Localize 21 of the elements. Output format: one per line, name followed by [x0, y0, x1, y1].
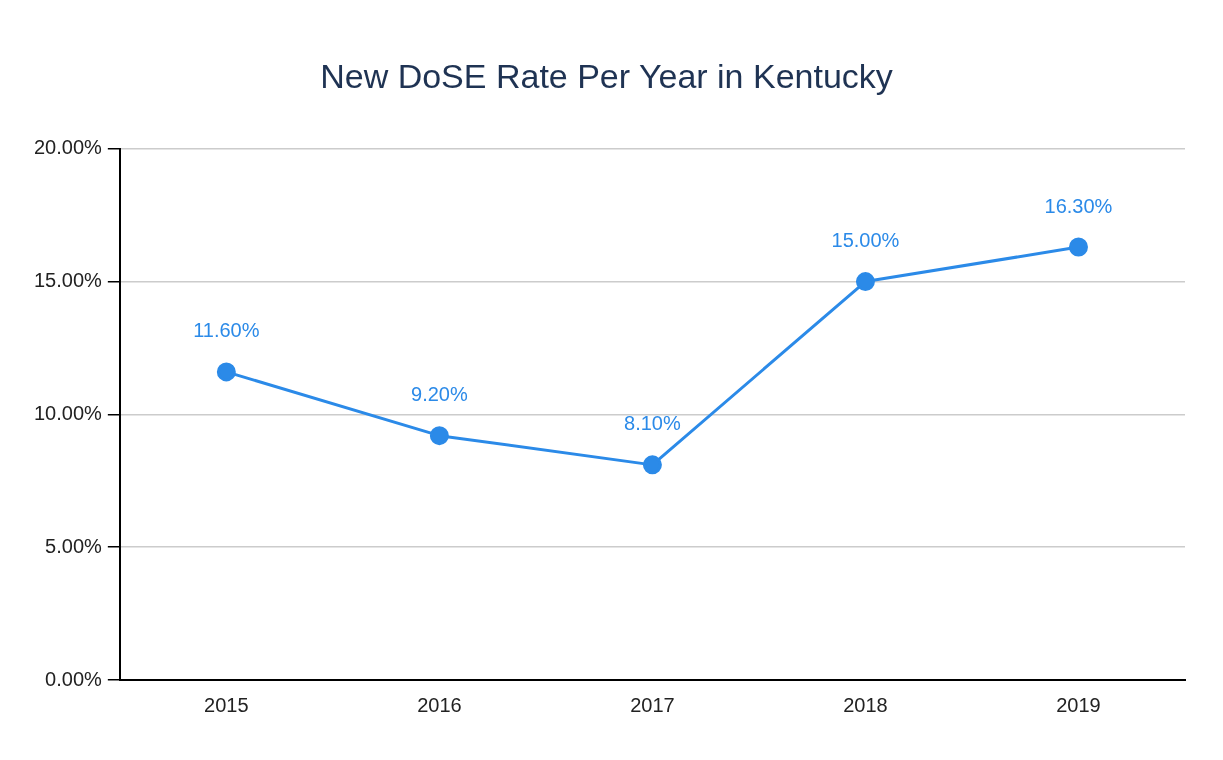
x-tick-label: 2015 — [204, 693, 249, 716]
x-tick-label: 2019 — [1056, 693, 1101, 716]
data-label: 11.60% — [193, 319, 260, 342]
point — [642, 455, 662, 475]
data-label: 15.00% — [831, 229, 900, 252]
chart-title: New DoSE Rate Per Year in Kentucky — [320, 56, 893, 95]
x-tick-label: 2016 — [417, 693, 462, 716]
y-tick-label: 20.00% — [33, 136, 103, 159]
y-tick-label: 5.00% — [45, 534, 103, 557]
y-tick-label: 10.00% — [33, 401, 103, 424]
data-label: 16.30% — [1044, 194, 1113, 217]
y-tick-label: 0.00% — [45, 667, 103, 690]
point — [1068, 237, 1088, 257]
data-label: 8.10% — [624, 412, 681, 435]
point — [429, 426, 449, 446]
point — [855, 272, 875, 292]
x-tick-label: 2017 — [630, 693, 675, 716]
y-tick-label: 15.00% — [33, 269, 103, 292]
point — [216, 362, 236, 382]
x-tick-label: 2018 — [843, 693, 888, 716]
data-label: 9.20% — [411, 383, 468, 406]
